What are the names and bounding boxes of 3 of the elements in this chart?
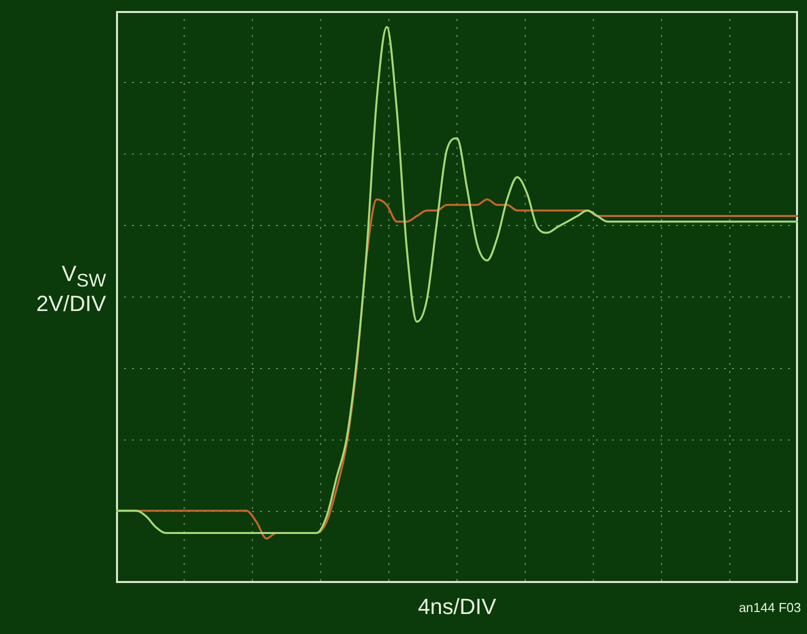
text: an144 F03 xyxy=(738,600,801,615)
y-axis-title: V$_{SW}$ 2V/DIV xyxy=(35,261,106,316)
x-axis-title: 4ns/DIV xyxy=(416,594,498,620)
